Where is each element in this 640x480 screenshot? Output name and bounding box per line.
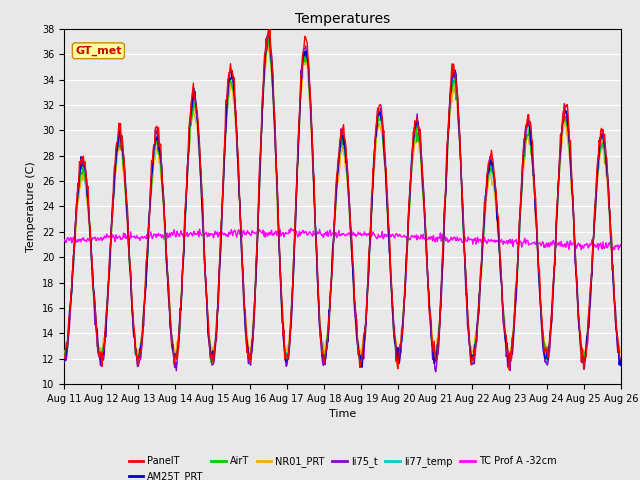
li75_t [70,248,78,253]
TC Prof A -32cm [70,236,78,242]
AirT [127,286,135,292]
li75_t [428,331,435,336]
TC Prof A -32cm [127,235,135,240]
Text: GT_met: GT_met [75,46,122,56]
NR01_PRT [60,349,68,355]
li77_temp [264,35,272,41]
TC Prof A -32cm [428,234,435,240]
TC Prof A -32cm [184,234,192,240]
NR01_PRT [184,165,192,170]
AM25T_PRT [358,364,366,370]
Title: Temperatures: Temperatures [295,12,390,26]
li75_t [617,360,625,366]
X-axis label: Time: Time [329,409,356,419]
AirT [356,362,364,368]
PanelT [506,367,513,372]
TC Prof A -32cm [60,238,68,243]
PanelT [127,285,135,291]
Line: PanelT: PanelT [64,29,621,370]
AirT [184,161,192,167]
Line: NR01_PRT: NR01_PRT [64,48,621,359]
li75_t [432,369,440,375]
li75_t [411,125,419,131]
PanelT [184,157,192,163]
AirT [428,341,436,347]
NR01_PRT [70,246,78,252]
NR01_PRT [127,291,135,297]
li75_t [214,312,221,317]
AM25T_PRT [412,125,419,131]
PanelT [617,356,625,362]
Line: AM25T_PRT: AM25T_PRT [64,34,621,367]
li77_temp [134,363,141,369]
NR01_PRT [411,141,419,146]
TC Prof A -32cm [607,247,615,253]
AM25T_PRT [127,291,135,297]
AirT [60,359,68,364]
Line: TC Prof A -32cm: TC Prof A -32cm [64,228,621,250]
TC Prof A -32cm [617,241,625,247]
li77_temp [185,146,193,152]
PanelT [214,309,221,315]
AM25T_PRT [214,309,221,314]
AM25T_PRT [70,248,78,253]
li77_temp [70,250,78,256]
AM25T_PRT [428,340,436,346]
PanelT [411,118,419,124]
PanelT [266,26,274,32]
Line: li75_t: li75_t [64,31,621,372]
PanelT [428,319,435,325]
li77_temp [60,359,68,365]
AirT [617,362,625,368]
li77_temp [428,341,436,347]
Line: li77_temp: li77_temp [64,38,621,366]
AirT [412,128,419,133]
NR01_PRT [214,313,221,319]
AM25T_PRT [60,355,68,360]
PanelT [60,353,68,359]
li75_t [127,294,135,300]
NR01_PRT [581,356,589,361]
Y-axis label: Temperature (C): Temperature (C) [26,161,36,252]
Line: AirT: AirT [64,38,621,365]
NR01_PRT [617,350,625,356]
AM25T_PRT [617,363,625,369]
li77_temp [214,298,222,304]
TC Prof A -32cm [287,225,295,231]
PanelT [70,251,78,256]
Legend: PanelT, AM25T_PRT, AirT, NR01_PRT, li75_t, li77_temp, TC Prof A -32cm: PanelT, AM25T_PRT, AirT, NR01_PRT, li75_… [125,452,560,480]
li77_temp [127,288,135,294]
AirT [264,35,271,41]
NR01_PRT [428,318,435,324]
AM25T_PRT [264,31,272,37]
li77_temp [412,129,419,134]
AirT [214,314,221,320]
li75_t [184,161,192,167]
NR01_PRT [263,45,271,50]
TC Prof A -32cm [214,229,221,235]
AM25T_PRT [184,155,192,161]
TC Prof A -32cm [411,235,419,240]
AirT [70,246,78,252]
li75_t [60,360,68,366]
li75_t [266,28,273,34]
li77_temp [617,358,625,364]
